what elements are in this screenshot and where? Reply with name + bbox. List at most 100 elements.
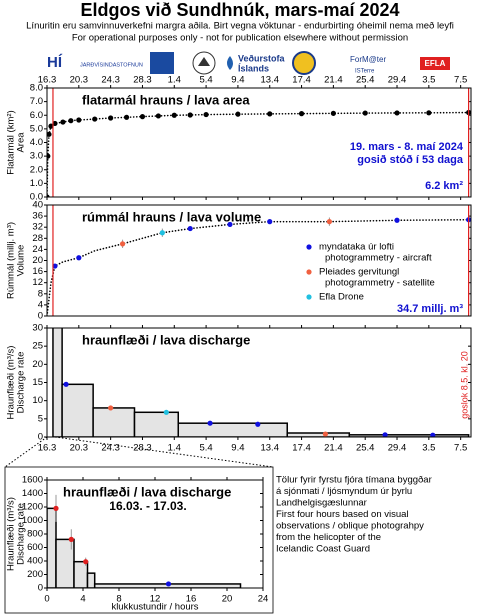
x-tick-label: 25.4 — [356, 443, 375, 454]
logo-civil — [292, 51, 316, 75]
y-tick-label: 36 — [32, 211, 43, 222]
point — [155, 113, 161, 119]
point — [322, 431, 329, 437]
x-tick-label: 3.5 — [422, 443, 435, 454]
annotation: 16.03. - 17.03. — [109, 499, 186, 513]
y-tick-label: 5 — [38, 413, 43, 424]
subtitle: For operational purposes only - not for … — [72, 33, 408, 44]
point — [267, 111, 273, 117]
y-axis-label: Discharge rate — [16, 503, 27, 565]
point — [426, 110, 432, 116]
x-tick-label: 24.3 — [101, 443, 120, 454]
y-tick-label: 10 — [32, 395, 43, 406]
y-tick-label: 40 — [32, 200, 43, 211]
x-tick-label: 28.3 — [133, 75, 152, 86]
point — [83, 559, 89, 565]
plot-area — [47, 88, 471, 197]
point — [235, 111, 241, 117]
x-tick-label: 5.4 — [199, 443, 212, 454]
logo-drop — [227, 56, 233, 70]
y-tick-label: 600 — [27, 542, 43, 553]
point — [362, 110, 368, 116]
zoom-line — [54, 436, 274, 468]
y-tick-label: 24 — [32, 244, 43, 255]
x-tick-label: 20 — [222, 594, 233, 605]
plot-frame — [46, 327, 472, 438]
logo-text: ForM@ter — [350, 55, 386, 64]
y-tick-label: 3.0 — [30, 151, 43, 162]
panel-title: hraunflæði / lava discharge — [63, 484, 231, 499]
x-tick-label: 17.4 — [292, 443, 311, 454]
point — [63, 381, 69, 387]
point — [171, 112, 177, 118]
x-axis-label: klukkustundir / hours — [111, 602, 198, 613]
legend-marker — [306, 294, 312, 300]
x-tick-label: 20.3 — [70, 443, 89, 454]
y-tick-label: 1200 — [22, 502, 43, 513]
point — [165, 581, 172, 587]
y-axis-label: Hraunflæði (m³/s) — [6, 497, 17, 571]
point — [60, 119, 66, 125]
step-bar — [348, 434, 470, 437]
y-axis-label: Volume — [16, 245, 27, 277]
y-tick-label: 400 — [27, 556, 43, 567]
y-tick-label: 25 — [32, 341, 43, 352]
legend-label: Pleiades gervitungl — [319, 267, 399, 278]
point — [47, 194, 50, 197]
panel-title: rúmmál hrauns / lava volume — [82, 209, 261, 224]
point — [53, 505, 59, 511]
annotation: goslok 8.5. kl. 20 — [459, 351, 469, 419]
logos: HÍ JARÐVÍSINDASTOFNUN Veðurstofa Íslands… — [47, 51, 450, 75]
point — [123, 114, 130, 120]
y-tick-label: 200 — [27, 569, 43, 580]
step-bar — [286, 432, 351, 437]
y-tick-label: 4 — [38, 299, 43, 310]
y-tick-label: 20 — [32, 359, 43, 370]
logo-text: HÍ — [47, 54, 63, 71]
x-tick-label: 29.4 — [388, 75, 407, 86]
point — [139, 114, 146, 120]
x-tick-label: 16.3 — [38, 443, 57, 454]
y-tick-label: 5.0 — [30, 123, 43, 134]
point — [68, 118, 74, 124]
x-tick-label: 16 — [186, 594, 197, 605]
point — [298, 111, 305, 117]
y-tick-label: 6.0 — [30, 110, 43, 121]
logo-box — [420, 57, 450, 70]
y-tick-label: 1000 — [22, 515, 43, 526]
x-tick-label: 7.5 — [454, 75, 467, 86]
step-bar — [177, 422, 288, 437]
note: Icelandic Coast Guard — [276, 544, 370, 555]
logo-text: Íslands — [238, 63, 269, 73]
y-tick-label: 0 — [38, 583, 43, 594]
y-axis-label: Discharge rate — [16, 352, 27, 414]
y-tick-label: 4.0 — [30, 137, 43, 148]
point — [207, 420, 213, 426]
y-tick-label: 1400 — [22, 488, 43, 499]
x-tick-label: 24.3 — [101, 75, 120, 86]
step-bar — [47, 507, 57, 588]
step-bar — [86, 572, 96, 588]
logo-seal — [192, 51, 216, 75]
panel-title: flatarmál hrauns / lava area — [82, 92, 250, 107]
plot-area — [47, 205, 471, 316]
y-tick-label: 0.0 — [30, 192, 43, 203]
x-tick-label: 8 — [116, 594, 121, 605]
y-tick-label: 0 — [38, 432, 43, 443]
x-tick-label: 21.4 — [324, 75, 343, 86]
y-tick-label: 28 — [32, 233, 43, 244]
panel-title: hraunflæði / lava discharge — [82, 332, 250, 347]
x-tick-label: 1.4 — [168, 75, 181, 86]
point — [108, 405, 114, 411]
point — [203, 111, 209, 118]
point — [92, 116, 98, 122]
y-tick-label: 32 — [32, 222, 43, 233]
point — [47, 131, 52, 137]
y-tick-label: 800 — [27, 529, 43, 540]
y-tick-label: 20 — [32, 255, 43, 266]
y-tick-label: 1.0 — [30, 178, 43, 189]
subtitle: Línuritin eru samvinnuverkefni margra að… — [26, 21, 454, 32]
point — [430, 432, 436, 437]
y-tick-label: 7.0 — [30, 96, 43, 107]
note: á sjónmati / ljósmyndum úr þyrlu — [276, 486, 412, 497]
